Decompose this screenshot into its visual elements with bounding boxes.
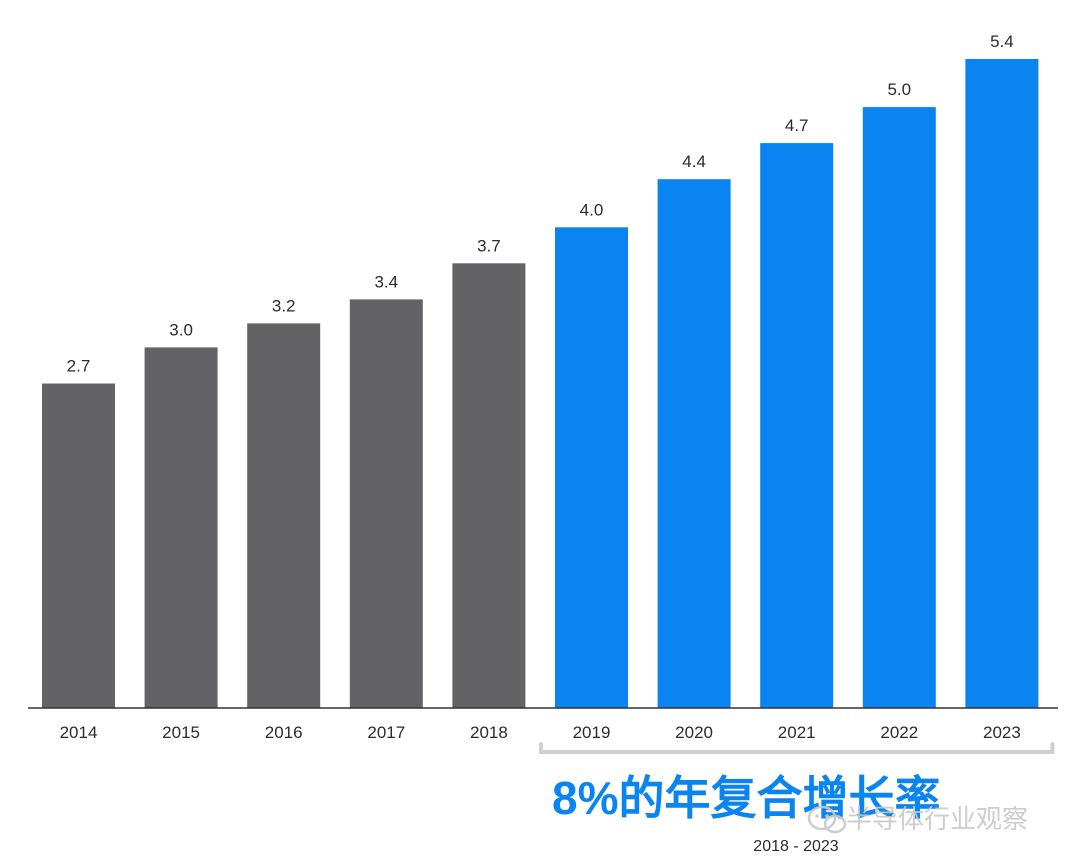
bar-2014 <box>42 383 115 708</box>
value-label-2022: 5.0 <box>887 80 911 99</box>
x-tick-label-2014: 2014 <box>60 723 98 742</box>
value-label-2016: 3.2 <box>272 296 296 315</box>
wechat-icon <box>807 805 847 834</box>
value-label-2019: 4.0 <box>580 200 604 219</box>
value-label-2023: 5.4 <box>990 32 1014 51</box>
x-tick-labels-group: 2014 2015 2016 2017 2018 2019 2020 2021 2022 2023 <box>60 723 1021 742</box>
bar-2017 <box>349 299 423 708</box>
bars-group <box>42 59 1039 709</box>
x-tick-label-2015: 2015 <box>162 723 200 742</box>
x-tick-label-2022: 2022 <box>880 723 918 742</box>
cagr-bracket <box>539 742 1055 754</box>
value-labels-group: 2.7 3.0 3.2 3.4 3.7 4.0 4.4 4.7 5.0 5.4 <box>67 32 1014 376</box>
x-tick-label-2018: 2018 <box>470 723 508 742</box>
bar-2015 <box>144 347 218 708</box>
bar-2019 <box>555 227 628 709</box>
x-tick-label-2021: 2021 <box>778 723 816 742</box>
bar-2023 <box>965 59 1039 708</box>
cagr-annotation: 8%的年复合增长率 <box>552 772 940 824</box>
x-tick-label-2020: 2020 <box>675 723 713 742</box>
value-label-2020: 4.4 <box>682 152 706 171</box>
watermark-text: 半导体行业观察 <box>846 804 1028 834</box>
x-tick-label-2019: 2019 <box>573 723 611 742</box>
bar-2016 <box>247 323 321 708</box>
value-label-2017: 3.4 <box>374 272 398 291</box>
x-tick-label-2016: 2016 <box>265 723 303 742</box>
x-tick-label-2017: 2017 <box>367 723 405 742</box>
value-label-2014: 2.7 <box>67 357 91 376</box>
bar-2022 <box>862 107 936 709</box>
value-label-2015: 3.0 <box>169 320 193 339</box>
bar-2021 <box>760 143 834 709</box>
watermark: 半导体行业观察 <box>807 804 1028 834</box>
cagr-period: 2018 - 2023 <box>753 838 839 855</box>
bar-2020 <box>657 179 731 708</box>
value-label-2021: 4.7 <box>785 116 809 135</box>
value-label-2018: 3.7 <box>477 236 501 255</box>
x-tick-label-2023: 2023 <box>983 723 1021 742</box>
bar-2018 <box>452 263 526 708</box>
